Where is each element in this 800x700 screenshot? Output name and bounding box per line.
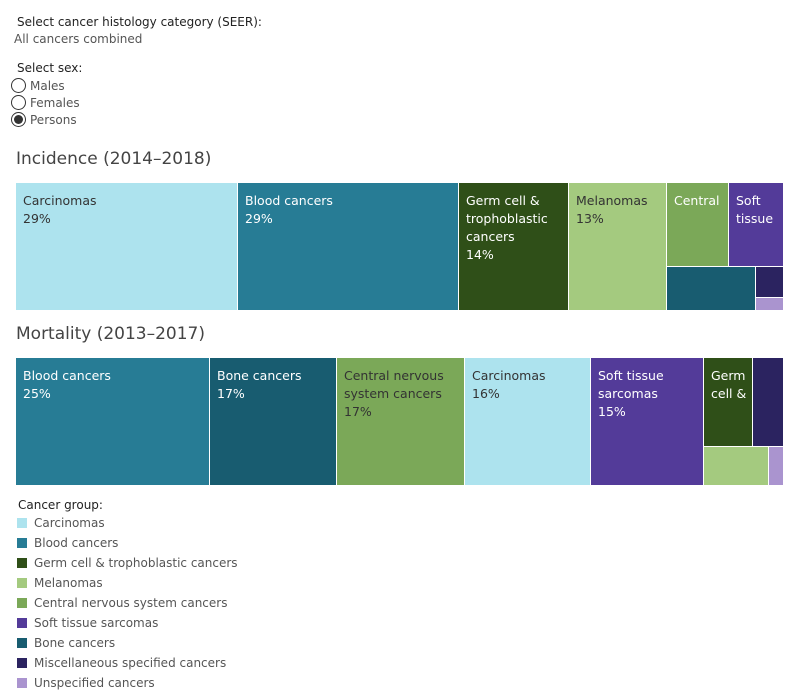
legend-label: Melanomas bbox=[34, 576, 103, 590]
legend-swatch-icon bbox=[17, 578, 27, 588]
treemap-tile[interactable] bbox=[704, 447, 769, 486]
radio-males[interactable]: Males bbox=[11, 77, 65, 94]
tile-name: Central bbox=[674, 193, 720, 208]
tile-percent: 17% bbox=[217, 386, 245, 401]
tile-label: Germ cell & bbox=[711, 367, 746, 403]
tile-label: Central bbox=[674, 192, 720, 210]
legend-swatch-icon bbox=[17, 518, 27, 528]
legend-item[interactable]: Carcinomas bbox=[17, 515, 105, 531]
histology-filter-value[interactable]: All cancers combined bbox=[14, 32, 143, 46]
tile-label: Blood cancers 29% bbox=[245, 192, 333, 228]
treemap-tile[interactable] bbox=[756, 298, 784, 311]
treemap-tile[interactable]: Germ cell & trophoblastic cancers 14% bbox=[459, 183, 569, 311]
tile-label: Germ cell & trophoblastic cancers 14% bbox=[466, 192, 548, 264]
tile-name: Germ cell & bbox=[711, 368, 747, 401]
legend-item[interactable]: Miscellaneous specified cancers bbox=[17, 655, 226, 671]
tile-name: Soft tissue bbox=[736, 193, 774, 226]
legend-label: Miscellaneous specified cancers bbox=[34, 656, 227, 670]
tile-percent: 29% bbox=[245, 211, 273, 226]
treemap-tile[interactable]: Bone cancers 17% bbox=[210, 358, 337, 486]
legend-item[interactable]: Germ cell & trophoblastic cancers bbox=[17, 555, 238, 571]
legend-swatch-icon bbox=[17, 598, 27, 608]
tile-percent: 13% bbox=[576, 211, 604, 226]
tile-label: Soft tissue bbox=[736, 192, 773, 228]
legend-item[interactable]: Bone cancers bbox=[17, 635, 115, 651]
radio-circle-checked-icon[interactable] bbox=[11, 112, 26, 127]
treemap-tile[interactable] bbox=[667, 267, 756, 311]
tile-label: Carcinomas 29% bbox=[23, 192, 97, 228]
treemap-tile[interactable]: Central bbox=[667, 183, 729, 267]
radio-persons[interactable]: Persons bbox=[11, 111, 77, 128]
treemap-tile[interactable] bbox=[756, 267, 784, 298]
histology-filter-title: Select cancer histology category (SEER): bbox=[17, 15, 262, 29]
legend-swatch-icon bbox=[17, 538, 27, 548]
tile-label: Blood cancers 25% bbox=[23, 367, 111, 403]
tile-name: Bone cancers bbox=[217, 368, 302, 383]
incidence-treemap: Carcinomas 29% Blood cancers 29% Germ cell &… bbox=[16, 183, 784, 311]
legend-label: Unspecified cancers bbox=[34, 676, 155, 690]
legend-swatch-icon bbox=[17, 558, 27, 568]
radio-circle-icon[interactable] bbox=[11, 78, 26, 93]
legend-label: Bone cancers bbox=[34, 636, 116, 650]
legend-item[interactable]: Unspecified cancers bbox=[17, 675, 155, 691]
sex-filter-title: Select sex: bbox=[17, 61, 83, 75]
treemap-tile[interactable] bbox=[753, 358, 784, 447]
tile-label: Carcinomas 16% bbox=[472, 367, 546, 403]
mortality-title: Mortality (2013–2017) bbox=[16, 324, 206, 344]
tile-label: Melanomas 13% bbox=[576, 192, 648, 228]
treemap-tile[interactable]: Soft tissue sarcomas 15% bbox=[591, 358, 704, 486]
tile-percent: 25% bbox=[23, 386, 51, 401]
radio-label-males: Males bbox=[30, 78, 65, 93]
tile-label: Bone cancers 17% bbox=[217, 367, 301, 403]
legend-item[interactable]: Central nervous system cancers bbox=[17, 595, 227, 611]
legend-label: Soft tissue sarcomas bbox=[34, 616, 159, 630]
radio-females[interactable]: Females bbox=[11, 94, 80, 111]
treemap-tile[interactable]: Blood cancers 25% bbox=[16, 358, 210, 486]
legend-item[interactable]: Blood cancers bbox=[17, 535, 118, 551]
legend-label: Blood cancers bbox=[34, 536, 119, 550]
legend-swatch-icon bbox=[17, 638, 27, 648]
legend-item[interactable]: Soft tissue sarcomas bbox=[17, 615, 158, 631]
radio-circle-icon[interactable] bbox=[11, 95, 26, 110]
legend-swatch-icon bbox=[17, 658, 27, 668]
tile-name: Carcinomas bbox=[23, 193, 97, 208]
mortality-treemap: Blood cancers 25% Bone cancers 17% Central n… bbox=[16, 358, 784, 486]
tile-name: Central nervous system cancers bbox=[344, 368, 444, 401]
legend-label: Carcinomas bbox=[34, 516, 105, 530]
legend-label: Germ cell & trophoblastic cancers bbox=[34, 556, 238, 570]
treemap-tile[interactable]: Central nervous system cancers 17% bbox=[337, 358, 465, 486]
incidence-title: Incidence (2014–2018) bbox=[16, 149, 212, 169]
tile-percent: 17% bbox=[344, 404, 372, 419]
tile-name: Soft tissue sarcomas bbox=[598, 368, 664, 401]
treemap-tile[interactable]: Soft tissue bbox=[729, 183, 784, 267]
tile-name: Melanomas bbox=[576, 193, 648, 208]
tile-name: Germ cell & trophoblastic cancers bbox=[466, 193, 548, 244]
legend-swatch-icon bbox=[17, 618, 27, 628]
tile-label: Soft tissue sarcomas 15% bbox=[598, 367, 664, 421]
treemap-tile[interactable]: Carcinomas 16% bbox=[465, 358, 591, 486]
legend-item[interactable]: Melanomas bbox=[17, 575, 103, 591]
radio-label-females: Females bbox=[30, 95, 80, 110]
treemap-tile[interactable] bbox=[769, 447, 784, 486]
legend-label: Central nervous system cancers bbox=[34, 596, 228, 610]
radio-label-persons: Persons bbox=[30, 112, 77, 127]
treemap-tile[interactable]: Blood cancers 29% bbox=[238, 183, 459, 311]
legend-title: Cancer group: bbox=[18, 498, 103, 512]
tile-label: Central nervous system cancers 17% bbox=[344, 367, 444, 421]
treemap-tile[interactable]: Carcinomas 29% bbox=[16, 183, 238, 311]
tile-name: Carcinomas bbox=[472, 368, 546, 383]
tile-percent: 14% bbox=[466, 247, 494, 262]
tile-percent: 29% bbox=[23, 211, 51, 226]
tile-name: Blood cancers bbox=[245, 193, 333, 208]
tile-percent: 15% bbox=[598, 404, 626, 419]
legend-swatch-icon bbox=[17, 678, 27, 688]
treemap-tile[interactable]: Germ cell & bbox=[704, 358, 753, 447]
tile-percent: 16% bbox=[472, 386, 500, 401]
treemap-tile[interactable]: Melanomas 13% bbox=[569, 183, 667, 311]
tile-name: Blood cancers bbox=[23, 368, 111, 383]
